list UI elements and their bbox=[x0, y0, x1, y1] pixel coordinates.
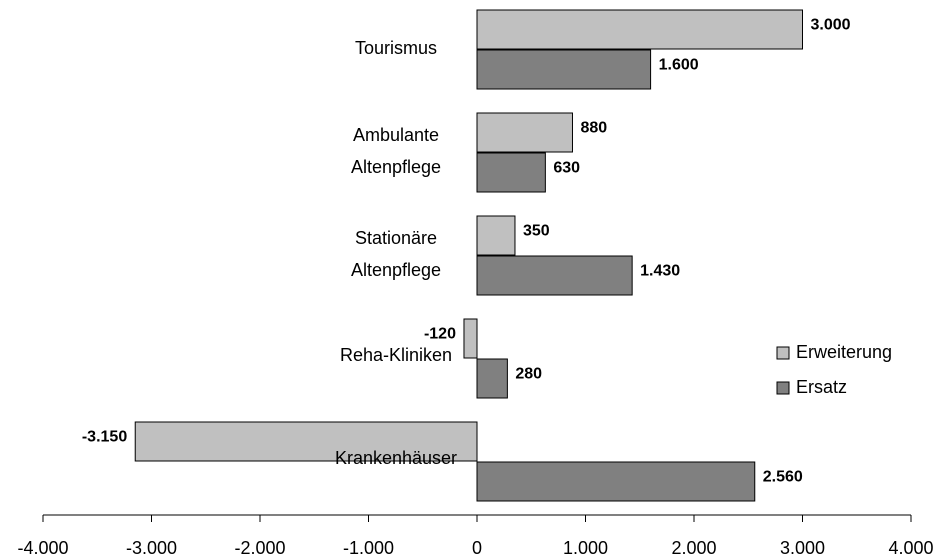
x-tick-label: 3.000 bbox=[780, 538, 825, 558]
legend-label: Erweiterung bbox=[796, 342, 892, 362]
x-tick-label: -4.000 bbox=[17, 538, 68, 558]
category-label: Reha-Kliniken bbox=[340, 345, 452, 365]
legend-swatch bbox=[776, 346, 790, 360]
bar bbox=[476, 9, 803, 50]
bar bbox=[476, 112, 573, 153]
bar bbox=[134, 421, 478, 462]
bar bbox=[476, 358, 508, 399]
value-label: 880 bbox=[580, 120, 607, 137]
value-label: 3.000 bbox=[811, 17, 851, 34]
value-label: 1.430 bbox=[640, 263, 680, 280]
bar bbox=[476, 152, 546, 193]
value-label: 630 bbox=[553, 160, 580, 177]
category-label: Stationäre bbox=[355, 228, 437, 248]
x-tick-label: 1.000 bbox=[563, 538, 608, 558]
x-tick-label: -1.000 bbox=[343, 538, 394, 558]
value-label: -120 bbox=[424, 326, 456, 343]
bar bbox=[476, 255, 633, 296]
bar bbox=[463, 318, 478, 359]
value-label: 350 bbox=[523, 223, 550, 240]
value-label: 2.560 bbox=[763, 469, 803, 486]
category-label: Ambulante bbox=[353, 125, 439, 145]
category-label: Altenpflege bbox=[351, 157, 441, 177]
x-tick-label: 4.000 bbox=[888, 538, 933, 558]
category-label: Tourismus bbox=[355, 38, 437, 58]
legend-label: Ersatz bbox=[796, 377, 847, 397]
value-label: 280 bbox=[515, 366, 542, 383]
x-tick-label: -3.000 bbox=[126, 538, 177, 558]
category-label: Krankenhäuser bbox=[335, 448, 457, 468]
legend-swatch bbox=[776, 381, 790, 395]
bar bbox=[476, 215, 516, 256]
value-label: 1.600 bbox=[659, 57, 699, 74]
x-tick-label: 2.000 bbox=[671, 538, 716, 558]
bar bbox=[476, 461, 756, 502]
value-label: -3.150 bbox=[82, 429, 127, 446]
x-tick-label: -2.000 bbox=[234, 538, 285, 558]
bar bbox=[476, 49, 652, 90]
x-tick-label: 0 bbox=[472, 538, 482, 558]
category-label: Altenpflege bbox=[351, 260, 441, 280]
